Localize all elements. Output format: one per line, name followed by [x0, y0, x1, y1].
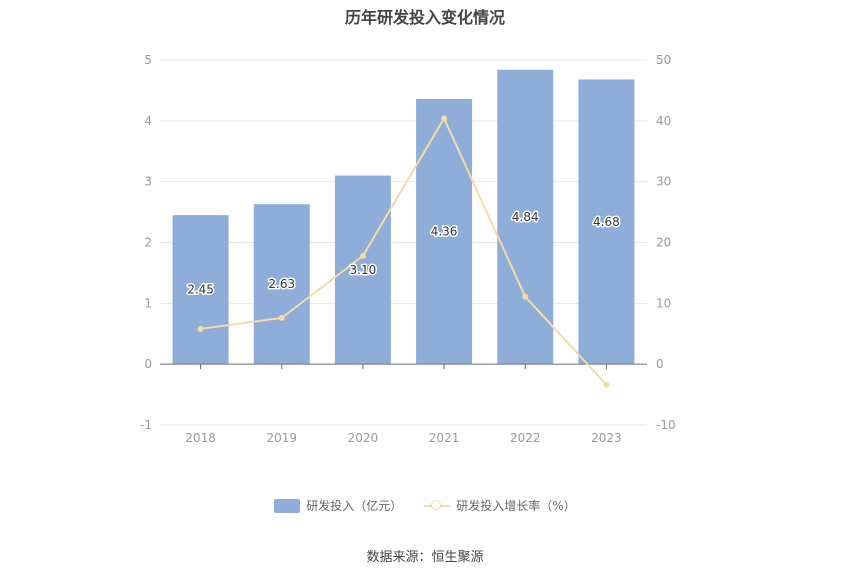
y-left-tick-label: 2 [144, 236, 152, 250]
data-labels: 2.45 2.63 3.10 4.36 4.84 4.68 [186, 208, 622, 298]
y-right-tick-label: 30 [656, 175, 671, 189]
legend-item-line[interactable]: 研发投入增长率（%） [424, 497, 576, 514]
x-tick-label: 2022 [510, 431, 541, 445]
grid-lines [160, 59, 647, 426]
growth-point-2018 [197, 325, 204, 332]
y-left-tick-label: 0 [144, 357, 152, 371]
bar-value-label: 3.10 [350, 263, 377, 277]
growth-rate-line [200, 116, 608, 386]
y-left-tick-label: -1 [140, 418, 152, 432]
chart-title: 历年研发投入变化情况 [344, 8, 505, 27]
bar-value-label: 2.45 [187, 283, 214, 297]
bar-value-label: 4.36 [431, 225, 458, 239]
y-left-tick-label: 3 [144, 175, 152, 189]
y-right-tick-label: 40 [656, 114, 671, 128]
bar-2022 [497, 69, 554, 365]
growth-point-2020 [359, 252, 366, 259]
bar-2019 [253, 204, 310, 365]
growth-point-2019 [278, 314, 285, 321]
y-left-tick-label: 4 [144, 114, 152, 128]
legend-line-swatch [424, 499, 451, 513]
growth-point-2021 [441, 115, 448, 122]
legend: 研发投入（亿元） 研发投入增长率（%） [0, 497, 850, 514]
bar-value-label: 2.63 [268, 277, 295, 291]
bar-2023 [578, 79, 635, 365]
y-right-tick-label: 10 [656, 296, 671, 310]
x-tick-label: 2021 [429, 431, 460, 445]
x-tick-label: 2019 [266, 431, 297, 445]
y-right-tick-label: -10 [656, 418, 676, 432]
y-right-tick-label: 0 [656, 357, 664, 371]
y-left-tick-label: 5 [144, 53, 152, 67]
bar-series [172, 69, 635, 365]
bar-value-label: 4.84 [512, 210, 539, 224]
growth-point-2022 [522, 293, 529, 300]
y-right-tick-label: 20 [656, 236, 671, 250]
legend-label-line: 研发投入增长率（%） [456, 499, 576, 513]
line-series [197, 115, 610, 388]
y-right-tick-label: 50 [656, 53, 671, 67]
legend-label-bar: 研发投入（亿元） [306, 499, 403, 513]
bar-2018 [172, 215, 229, 365]
x-tick-label: 2018 [185, 431, 216, 445]
y-left-tick-label: 1 [144, 296, 152, 310]
legend-bar-swatch [274, 498, 301, 513]
x-tick-label: 2020 [348, 431, 379, 445]
bar-2021 [416, 98, 473, 365]
source-note: 数据来源：恒生聚源 [366, 550, 484, 565]
bar-value-label: 4.68 [593, 215, 620, 229]
x-tick-label: 2023 [591, 431, 622, 445]
legend-item-bar[interactable]: 研发投入（亿元） [274, 497, 402, 514]
growth-point-2023 [603, 381, 610, 388]
